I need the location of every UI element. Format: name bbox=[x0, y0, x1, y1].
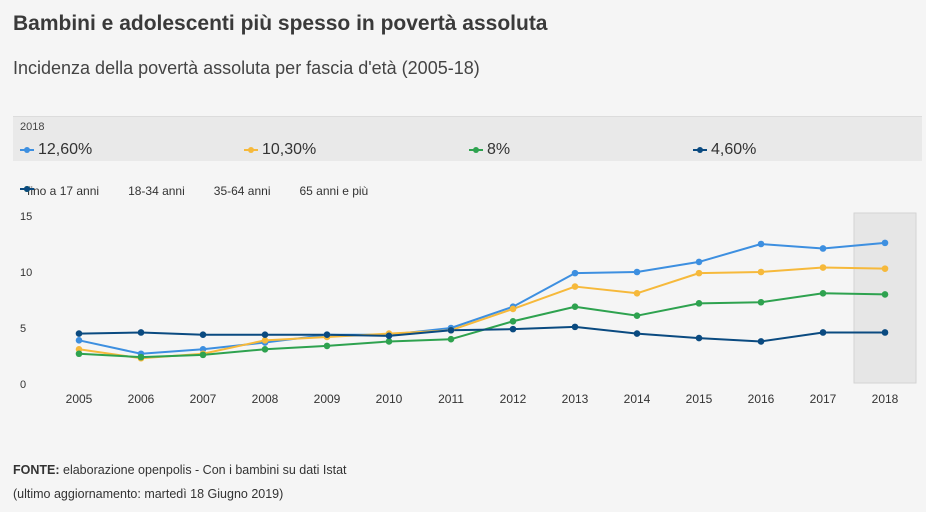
x-tick-label: 2017 bbox=[810, 392, 837, 406]
legend-label: 35-64 anni bbox=[213, 184, 271, 198]
series-swatch-icon bbox=[469, 145, 483, 155]
x-tick-label: 2006 bbox=[128, 392, 155, 406]
update-note: (ultimo aggiornamento: martedì 18 Giugno… bbox=[13, 487, 284, 501]
data-point bbox=[509, 305, 517, 313]
data-point bbox=[509, 317, 517, 325]
data-point bbox=[261, 345, 269, 353]
series-line bbox=[78, 266, 886, 360]
highlight-band bbox=[853, 212, 917, 384]
data-point bbox=[819, 245, 827, 252]
source-text: elaborazione openpolis - Con i bambini s… bbox=[59, 463, 347, 477]
source-note: FONTE: elaborazione openpolis - Con i ba… bbox=[13, 463, 347, 477]
y-tick-label: 10 bbox=[20, 267, 32, 279]
data-point bbox=[571, 283, 579, 290]
series-swatch-icon bbox=[20, 145, 34, 155]
data-point bbox=[447, 335, 455, 343]
x-tick-label: 2008 bbox=[252, 392, 279, 406]
data-point bbox=[695, 334, 703, 342]
data-point bbox=[199, 351, 207, 359]
summary-item: 8% bbox=[469, 141, 510, 159]
y-tick-label: 5 bbox=[20, 323, 26, 335]
data-point bbox=[633, 289, 641, 297]
x-tick-label: 2013 bbox=[562, 392, 589, 406]
data-point bbox=[571, 269, 579, 277]
data-point bbox=[509, 325, 517, 333]
data-point bbox=[757, 298, 765, 306]
series-line bbox=[78, 325, 885, 343]
data-point bbox=[323, 342, 331, 350]
data-point bbox=[633, 312, 641, 319]
data-point bbox=[881, 291, 889, 298]
data-point bbox=[199, 331, 207, 339]
y-tick-label: 0 bbox=[20, 379, 26, 391]
data-point bbox=[323, 331, 331, 339]
x-tick-label: 2018 bbox=[872, 392, 899, 406]
data-point bbox=[571, 323, 579, 331]
data-point bbox=[75, 350, 83, 358]
data-point bbox=[695, 269, 703, 277]
x-tick-label: 2012 bbox=[500, 392, 527, 406]
data-point bbox=[695, 258, 703, 266]
data-point bbox=[137, 329, 145, 336]
data-point bbox=[881, 329, 889, 336]
data-point bbox=[881, 265, 889, 272]
x-tick-label: 2014 bbox=[624, 392, 651, 406]
series-swatch-icon bbox=[244, 145, 258, 155]
data-point bbox=[633, 330, 641, 337]
x-tick-label: 2016 bbox=[748, 392, 775, 406]
x-tick-label: 2007 bbox=[190, 392, 217, 406]
data-point bbox=[75, 330, 83, 337]
legend-label: 18-34 anni bbox=[128, 184, 185, 198]
series-line bbox=[78, 241, 886, 355]
legend-item[interactable]: 65 anni e più bbox=[20, 184, 369, 198]
data-point bbox=[137, 353, 145, 361]
series-swatch-icon bbox=[693, 145, 707, 155]
summary-item: 4,60% bbox=[693, 141, 756, 159]
data-point bbox=[385, 338, 393, 345]
summary-panel: 2018 12,60% 10,30% 8% 4,60% bbox=[13, 116, 922, 161]
data-point bbox=[819, 289, 827, 297]
data-point bbox=[757, 268, 765, 276]
data-point bbox=[633, 268, 641, 276]
x-tick-label: 2009 bbox=[314, 392, 341, 406]
source-label: FONTE: bbox=[13, 463, 60, 477]
legend-label: fino a 17 anni bbox=[27, 184, 100, 198]
x-tick-label: 2010 bbox=[376, 392, 403, 406]
chart-subtitle: Incidenza della povertà assoluta per fas… bbox=[13, 58, 480, 78]
y-tick-label: 15 bbox=[20, 211, 32, 223]
summary-value: 10,30% bbox=[262, 141, 317, 158]
x-tick-label: 2015 bbox=[686, 392, 713, 406]
data-point bbox=[385, 332, 393, 340]
data-point bbox=[695, 300, 703, 307]
data-point bbox=[261, 337, 269, 344]
data-point bbox=[881, 239, 889, 247]
data-point bbox=[261, 331, 269, 339]
data-point bbox=[819, 329, 827, 336]
summary-value: 8% bbox=[487, 141, 511, 158]
data-point bbox=[75, 337, 83, 344]
data-point bbox=[757, 240, 765, 248]
data-point bbox=[571, 303, 579, 311]
data-point bbox=[757, 338, 765, 345]
legend-label: 65 anni e più bbox=[299, 184, 369, 198]
x-tick-label: 2011 bbox=[438, 392, 464, 406]
chart-legend: fino a 17 anni 18-34 anni 35-64 anni 65 … bbox=[20, 184, 390, 198]
data-point bbox=[819, 264, 827, 271]
summary-item: 12,60% bbox=[20, 141, 92, 159]
summary-year: 2018 bbox=[20, 121, 45, 133]
summary-value: 4,60% bbox=[711, 141, 757, 158]
x-tick-label: 2005 bbox=[66, 392, 93, 406]
summary-item: 10,30% bbox=[244, 141, 316, 159]
data-point bbox=[447, 326, 455, 334]
chart-title: Bambini e adolescenti più spesso in pove… bbox=[13, 12, 548, 35]
summary-value: 12,60% bbox=[38, 141, 93, 158]
